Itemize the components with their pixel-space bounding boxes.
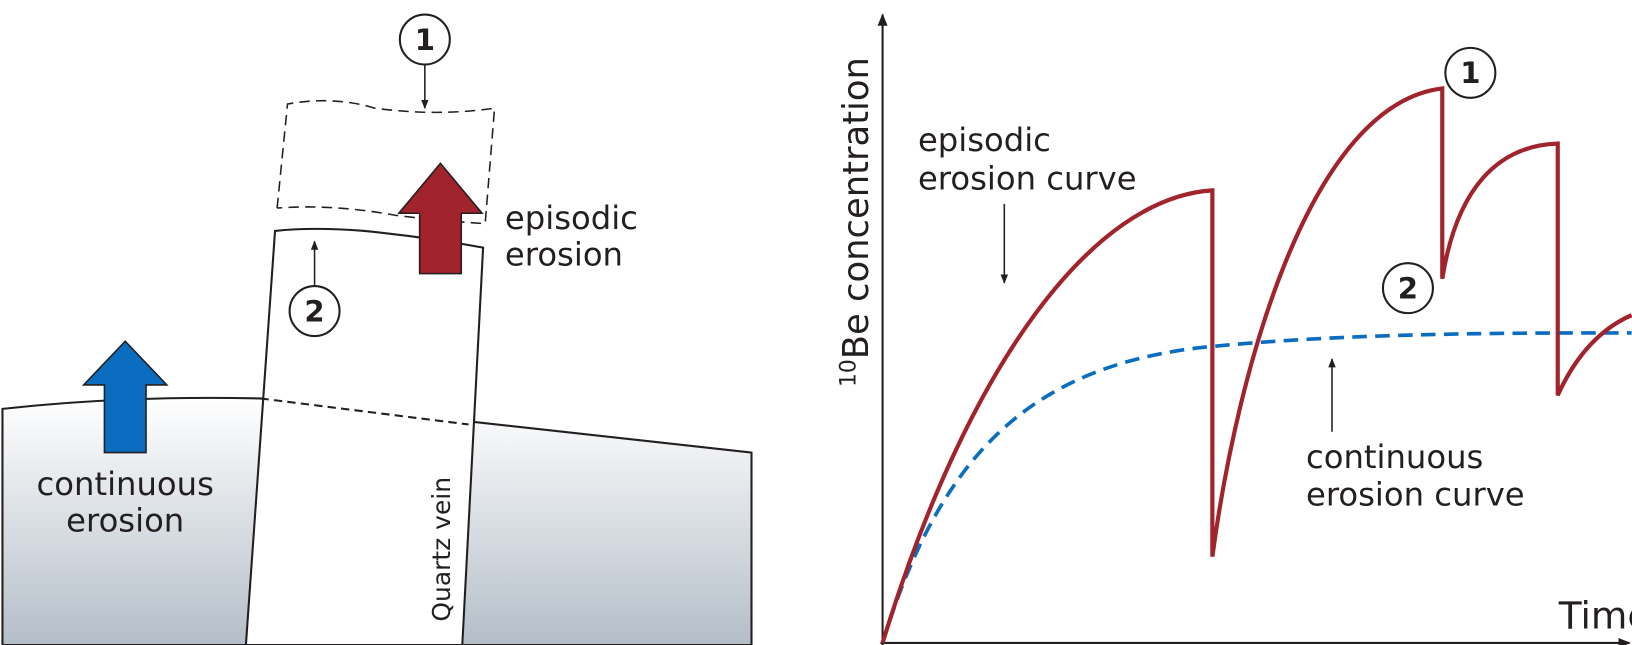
y-axis-text: Be concentration [836,57,877,359]
continuous-curve-label: erosion curve [1306,476,1525,514]
former-surface [260,397,469,426]
continuous-curve [880,331,1632,644]
marker-label: 1 [415,23,435,57]
marker-label: 2 [304,294,324,328]
episodic-curve-label: erosion curve [918,159,1137,197]
episodic-curve-label: episodic [918,121,1051,159]
left-panel: 1 2 episodic erosion continuous erosion … [1,13,753,645]
marker-circle [1444,46,1497,99]
continuous-label: erosion [66,502,184,540]
red-arrow [397,162,484,275]
superscript: 10 [837,359,862,387]
continuous-label: continuous [37,465,214,503]
episodic-label: episodic [505,199,638,237]
marker-label: 2 [1398,272,1418,306]
marker-circle [1381,262,1434,315]
blue-arrow [81,340,169,454]
episodic-curve [880,86,1632,644]
episodic-label: erosion [505,235,623,273]
continuous-curve-label: continuous [1306,438,1483,476]
eroded-vein-top [276,99,496,225]
y-axis-label: 10Be concentration [836,57,877,387]
vein-label: Quartz vein [427,477,456,622]
marker-label: 1 [1460,56,1480,90]
